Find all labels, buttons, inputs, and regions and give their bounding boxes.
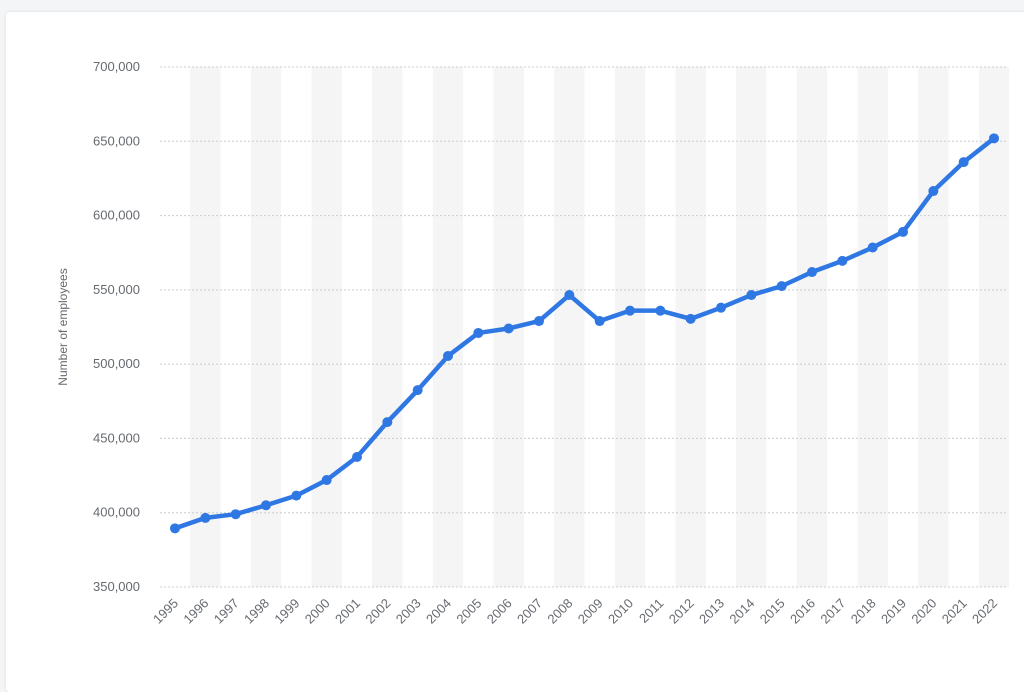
data-point[interactable] bbox=[989, 133, 999, 144]
y-tick-label: 700,000 bbox=[93, 59, 140, 74]
x-tick-label: 2003 bbox=[393, 596, 424, 627]
y-tick-label: 500,000 bbox=[93, 356, 140, 371]
x-tick-label: 2000 bbox=[302, 596, 333, 627]
line-chart: 350,000 400,000 450,000 500,000 550,000 600,0… bbox=[56, 59, 1010, 627]
data-point[interactable] bbox=[200, 512, 211, 523]
x-tick-label: 1997 bbox=[211, 596, 242, 627]
x-tick-label: 2022 bbox=[969, 596, 1000, 627]
x-tick-label: 2017 bbox=[817, 596, 848, 627]
data-point[interactable] bbox=[746, 290, 757, 301]
y-axis-ticks: 350,000 400,000 450,000 500,000 550,000 600,0… bbox=[93, 59, 140, 594]
x-tick-label: 2002 bbox=[362, 596, 393, 627]
y-tick-label: 400,000 bbox=[93, 505, 140, 520]
data-point[interactable] bbox=[958, 157, 969, 168]
data-point[interactable] bbox=[291, 490, 302, 501]
x-tick-label: 1996 bbox=[180, 596, 211, 627]
x-tick-label: 2007 bbox=[514, 596, 545, 627]
x-tick-label: 2016 bbox=[787, 596, 818, 627]
column-band bbox=[796, 67, 828, 587]
column-band bbox=[857, 67, 888, 587]
data-point[interactable] bbox=[412, 385, 423, 396]
data-point[interactable] bbox=[170, 523, 180, 534]
series-layer bbox=[170, 133, 999, 534]
x-tick-label: 2012 bbox=[666, 596, 697, 627]
x-tick-label: 2009 bbox=[575, 596, 606, 627]
gridlines bbox=[160, 66, 1008, 588]
data-point[interactable] bbox=[261, 500, 271, 511]
x-tick-label: 2015 bbox=[757, 596, 788, 627]
y-tick-label: 350,000 bbox=[93, 579, 140, 594]
column-band bbox=[614, 67, 646, 587]
column-band bbox=[978, 67, 1010, 587]
y-tick-label: 450,000 bbox=[93, 430, 140, 445]
data-point[interactable] bbox=[867, 242, 878, 253]
data-point[interactable] bbox=[625, 305, 635, 316]
y-tick-label: 600,000 bbox=[93, 208, 140, 223]
x-tick-label: 2001 bbox=[332, 596, 363, 627]
x-tick-label: 2008 bbox=[544, 596, 575, 627]
data-point[interactable] bbox=[898, 226, 908, 237]
data-point[interactable] bbox=[716, 302, 726, 313]
data-point[interactable] bbox=[443, 350, 453, 361]
x-tick-label: 2020 bbox=[908, 596, 939, 627]
data-point[interactable] bbox=[594, 316, 605, 327]
column-band bbox=[736, 67, 767, 587]
x-tick-label: 2005 bbox=[453, 596, 484, 627]
y-tick-label: 550,000 bbox=[93, 282, 140, 297]
column-band bbox=[675, 67, 706, 587]
data-point[interactable] bbox=[564, 290, 575, 301]
x-tick-label: 1995 bbox=[150, 596, 181, 627]
series-line bbox=[172, 136, 997, 531]
x-tick-label: 2006 bbox=[484, 596, 515, 627]
data-point[interactable] bbox=[655, 305, 666, 316]
y-axis-title: Number of employees bbox=[56, 268, 70, 385]
data-point[interactable] bbox=[776, 281, 787, 292]
x-tick-label: 2013 bbox=[696, 596, 727, 627]
column-band bbox=[918, 67, 949, 587]
x-tick-label: 1999 bbox=[271, 596, 302, 627]
column-band bbox=[311, 67, 342, 587]
x-axis-ticks: 1995 1996 1997 1998 1999 2000 2001 2002 2003 2004… bbox=[150, 596, 1000, 627]
x-tick-label: 2014 bbox=[726, 596, 757, 627]
data-point[interactable] bbox=[534, 316, 544, 327]
column-band bbox=[190, 67, 221, 587]
data-point[interactable] bbox=[928, 186, 939, 197]
column-band bbox=[432, 67, 464, 587]
x-tick-label: 2018 bbox=[848, 596, 879, 627]
y-tick-label: 650,000 bbox=[93, 133, 140, 148]
data-point[interactable] bbox=[352, 452, 362, 462]
column-bands bbox=[190, 67, 1010, 587]
column-band bbox=[372, 67, 403, 587]
column-band bbox=[554, 67, 585, 587]
data-point[interactable] bbox=[503, 323, 514, 334]
x-tick-label: 2004 bbox=[423, 596, 454, 627]
data-point[interactable] bbox=[321, 475, 332, 486]
x-tick-label: 2011 bbox=[636, 596, 666, 626]
data-point[interactable] bbox=[230, 509, 241, 520]
data-point[interactable] bbox=[837, 255, 848, 266]
x-tick-label: 1998 bbox=[241, 596, 272, 627]
data-point[interactable] bbox=[473, 327, 484, 338]
data-point[interactable] bbox=[685, 313, 696, 324]
data-point[interactable] bbox=[807, 267, 817, 278]
x-tick-label: 2019 bbox=[878, 596, 909, 627]
x-tick-label: 2021 bbox=[939, 596, 970, 627]
x-tick-label: 2010 bbox=[605, 596, 636, 627]
data-point[interactable] bbox=[382, 417, 393, 428]
